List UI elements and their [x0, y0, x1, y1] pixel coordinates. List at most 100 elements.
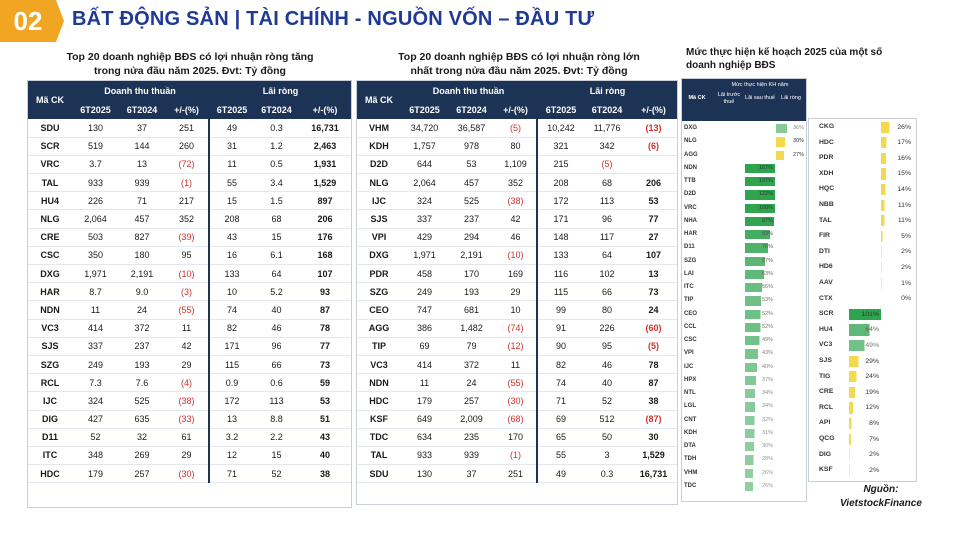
plan-ticker: HU4	[819, 325, 833, 333]
plan-row: HU4 64%	[809, 324, 916, 336]
value-cell: 80	[495, 137, 538, 156]
plan-header-group: Mức thực hiện KH năm	[731, 82, 789, 88]
plan-row: LAI 63%	[682, 269, 806, 280]
ticker-cell: KDH	[357, 137, 401, 156]
value-cell: 260	[165, 137, 210, 156]
value-cell: 2,064	[401, 173, 448, 193]
value-cell: 77	[299, 337, 352, 356]
value-cell: 372	[448, 355, 495, 375]
value-cell: 93	[299, 282, 352, 302]
value-cell: 55	[208, 173, 255, 193]
ticker-cell: CEO	[357, 300, 401, 320]
table1-row: IJC 324 525 (38) 172 113 53	[28, 391, 352, 411]
value-cell: 78	[299, 319, 352, 338]
plan-value: 76%	[745, 243, 775, 253]
plan-ticker: TIG	[819, 372, 831, 380]
ticker-cell: DIG	[28, 410, 72, 429]
value-cell: (4)	[165, 373, 210, 393]
table2-header-c5: 6T2024	[584, 101, 631, 119]
value-cell: 1,757	[401, 137, 448, 156]
source-note: Nguồn: VietstockFinance	[840, 483, 922, 511]
plan-value: 83%	[745, 230, 775, 240]
ticker-cell: HAR	[28, 282, 72, 302]
plan-table-right: CKG 26% HDC 17% PDR 16% XDH 15% HQC 14% NBB 11% TAL 1…	[808, 118, 917, 482]
value-cell: 427	[72, 410, 119, 429]
plan-row: KDH 31%	[682, 428, 806, 439]
value-cell: 46	[495, 228, 538, 247]
plan-value: 26%	[745, 468, 775, 478]
value-cell: 251	[495, 464, 538, 484]
table1-frame	[27, 80, 352, 508]
table1-row: CSC 350 180 95 16 6.1 168	[28, 246, 352, 266]
value-cell: 226	[72, 191, 119, 211]
value-cell: 414	[401, 355, 448, 375]
plan-row: HDC 17%	[809, 137, 916, 149]
value-cell: 12	[208, 446, 255, 466]
value-cell: 1,529	[630, 446, 678, 466]
plan-row: CCL 52%	[682, 322, 806, 333]
plan-ticker: DXG	[684, 125, 698, 131]
value-cell: 324	[72, 391, 119, 411]
ticker-cell: SCR	[28, 137, 72, 156]
value-cell: 77	[630, 209, 678, 229]
value-cell: (13)	[630, 119, 678, 138]
plan-row: VPI 43%	[682, 348, 806, 359]
table1-body: SDU 130 37 251 49 0.3 16,731 SCR 519 144 260 31 1.2 2…	[28, 119, 352, 484]
ticker-cell: PDR	[357, 264, 401, 284]
plan-value: 8%	[849, 417, 881, 430]
plan-row: HD6 2%	[809, 261, 916, 274]
source-name: VietstockFinance	[840, 498, 922, 509]
plan-value: 56%	[745, 283, 775, 293]
value-cell: 13	[119, 155, 165, 175]
table2-row: AGG 386 1,482 (74) 91 226 (60)	[357, 319, 678, 338]
value-cell: 681	[448, 300, 495, 320]
value-cell: 635	[119, 410, 165, 429]
value-cell: 43	[208, 228, 255, 247]
plan-row: TTB 137%	[682, 176, 806, 187]
value-cell: 32	[119, 428, 165, 447]
table2-header-c4: 6T2025	[536, 101, 585, 119]
plan-value: 26%	[881, 121, 913, 133]
plan-row: HAR 83%	[682, 229, 806, 240]
plan-value: 32%	[745, 415, 775, 425]
ticker-cell: CSC	[28, 246, 72, 266]
plan-value: 28%	[745, 455, 775, 465]
plan-ticker: KSF	[819, 466, 833, 474]
value-cell: 30	[630, 428, 678, 447]
plan-value: 37%	[745, 375, 775, 386]
value-cell: 3.7	[72, 155, 119, 175]
value-cell: 148	[536, 228, 585, 247]
value-cell: 939	[119, 173, 165, 193]
plan-value: 12%	[849, 402, 881, 414]
ticker-cell: HDC	[28, 464, 72, 484]
value-cell: (38)	[495, 191, 538, 211]
table2-row: KDH 1,757 978 80 321 342 (6)	[357, 137, 678, 156]
table2-row: VPI 429 294 46 148 117 27	[357, 228, 678, 247]
plan-ticker: ITC	[684, 284, 694, 290]
value-cell: 5.2	[254, 282, 300, 302]
value-cell: 15	[254, 446, 300, 466]
value-cell: 171	[536, 209, 585, 229]
plan-ticker: HPX	[684, 376, 697, 383]
value-cell: 429	[401, 228, 448, 247]
plan-row: KSF 2%	[809, 464, 916, 477]
value-cell: 348	[72, 446, 119, 466]
value-cell: 29	[165, 355, 210, 375]
value-cell: 82	[208, 319, 255, 338]
table2-title-line2: nhất trong nửa đầu năm 2025. Đvt: Tỷ đồn…	[410, 65, 628, 77]
plan-value: 24%	[849, 371, 881, 383]
value-cell: 180	[119, 246, 165, 266]
ticker-cell: HDC	[357, 391, 401, 411]
value-cell: 90	[536, 337, 585, 356]
plan-ticker: PDR	[819, 154, 834, 162]
value-cell: 68	[254, 209, 300, 229]
value-cell: 457	[119, 209, 165, 229]
value-cell: 237	[119, 337, 165, 356]
value-cell: 107	[630, 246, 678, 266]
plan-ticker: NHA	[684, 217, 697, 224]
value-cell: 80	[584, 300, 631, 320]
plan-value: 31%	[745, 428, 775, 439]
value-cell: 503	[72, 228, 119, 247]
plan-ticker: DTA	[684, 443, 696, 449]
plan-value: 5%	[881, 230, 913, 243]
